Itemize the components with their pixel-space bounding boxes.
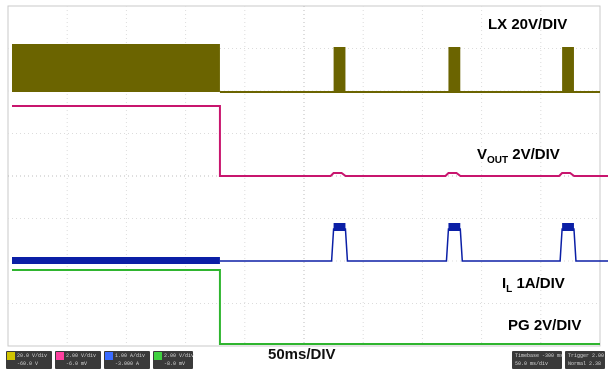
lx-pulse-2 bbox=[448, 47, 461, 92]
channel-1-readout: 20.0 V/div -60.0 V bbox=[6, 351, 52, 369]
vout-trace bbox=[12, 105, 608, 177]
series-label-lx: LX 20V/DIV bbox=[488, 16, 567, 33]
il-pulse-3 bbox=[562, 223, 574, 231]
scope-status-bar: 20.0 V/div -60.0 V 2.00 V/div -6.0 mV 1.… bbox=[0, 349, 608, 371]
channel-2-readout: 2.00 V/div -6.0 mV bbox=[55, 351, 101, 369]
series-label-vout-main: V bbox=[477, 146, 488, 163]
series-label-vout-suffix: 2V/DIV bbox=[508, 146, 560, 163]
traces bbox=[12, 44, 608, 345]
series-label-vout-sub: OUT bbox=[487, 155, 509, 166]
il-heavy-band bbox=[12, 257, 220, 264]
il-pulse-2 bbox=[448, 223, 461, 231]
timebase-label: 50ms/DIV bbox=[268, 346, 336, 363]
series-label-il-main: I bbox=[502, 275, 507, 292]
il-trace bbox=[219, 228, 608, 262]
series-label-pg-text: PG 2V/DIV bbox=[508, 317, 582, 334]
series-label-vout: VOUT 2V/DIV bbox=[477, 146, 560, 166]
series-label-pg: PG 2V/DIV bbox=[508, 317, 581, 334]
series-label-lx-text: LX 20V/DIV bbox=[488, 16, 568, 33]
timebase-readout: Timebase -300 ms 50.0 ms/div bbox=[512, 351, 563, 369]
pg-trace bbox=[12, 269, 600, 345]
trigger-readout: Trigger 2.00 Normal 2.38 bbox=[565, 351, 605, 369]
series-label-il-suffix: 1A/DIV bbox=[512, 275, 565, 292]
lx-pulse-3 bbox=[562, 47, 574, 92]
channel-4-readout: 2.00 V/div -8.0 mV bbox=[153, 351, 194, 369]
series-label-il: IL 1A/DIV bbox=[502, 275, 565, 295]
channel-3-readout: 1.00 A/div -3.000 A bbox=[104, 351, 150, 369]
series-label-il-sub: L bbox=[506, 284, 513, 295]
lx-pulse-1 bbox=[333, 47, 346, 92]
lx-switching-burst bbox=[12, 44, 220, 92]
il-pulse-1 bbox=[333, 223, 346, 231]
